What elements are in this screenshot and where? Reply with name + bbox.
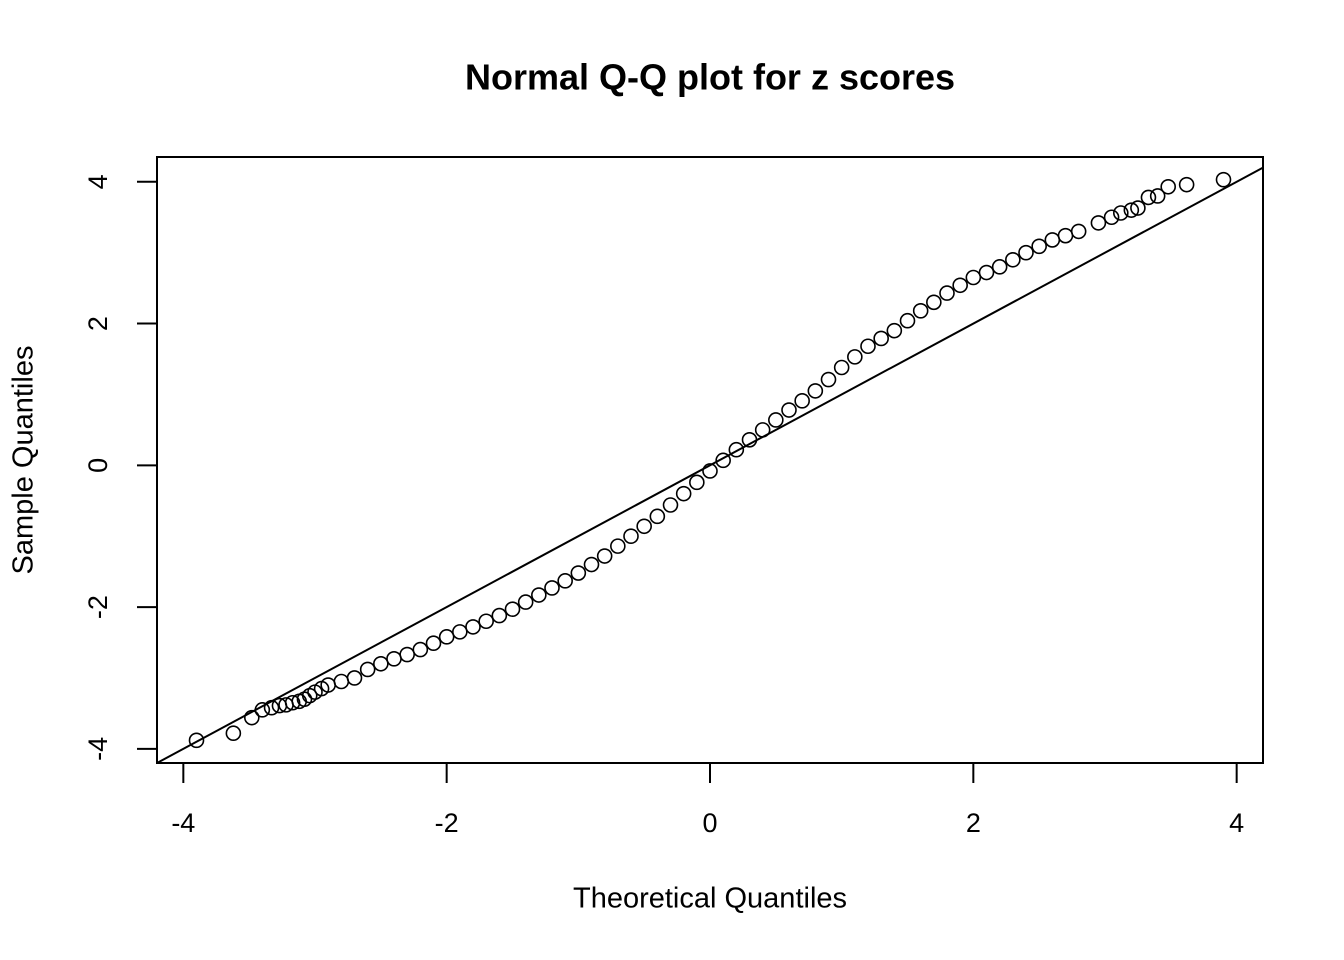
point <box>1215 171 1232 188</box>
point <box>570 565 587 581</box>
point <box>583 556 600 573</box>
point <box>899 312 916 329</box>
point <box>491 607 508 624</box>
x-tick-label: 0 <box>702 808 717 838</box>
point <box>715 452 731 469</box>
point <box>741 431 758 448</box>
point <box>728 441 745 458</box>
point <box>781 402 797 418</box>
point <box>702 463 718 479</box>
point <box>1018 244 1034 261</box>
point <box>373 655 389 672</box>
point <box>991 259 1008 275</box>
point <box>1103 209 1120 226</box>
point <box>833 359 850 376</box>
point <box>254 702 271 718</box>
point <box>1070 223 1087 240</box>
point <box>1140 189 1157 206</box>
point <box>610 538 626 554</box>
point <box>1090 215 1107 231</box>
point <box>873 330 889 347</box>
point <box>820 371 837 388</box>
point <box>412 641 429 658</box>
point <box>675 485 692 502</box>
point <box>1044 232 1061 248</box>
chart-title: Normal Q-Q plot for z scores <box>465 57 955 98</box>
point <box>689 474 705 491</box>
point <box>939 285 955 301</box>
plot-area <box>157 166 1263 763</box>
point <box>425 635 442 652</box>
point <box>912 303 929 319</box>
point <box>1005 251 1021 268</box>
point <box>1149 188 1166 204</box>
point <box>1123 202 1140 218</box>
point <box>636 518 652 535</box>
point <box>952 277 968 294</box>
point <box>188 732 205 749</box>
x-tick-label: 4 <box>1229 808 1244 838</box>
x-axis-label: Theoretical Quantiles <box>573 883 847 915</box>
point <box>978 264 995 281</box>
point <box>452 624 468 640</box>
point <box>794 393 810 409</box>
point <box>544 580 560 596</box>
y-tick-label: -4 <box>83 737 113 761</box>
point <box>478 613 494 630</box>
point <box>926 294 942 311</box>
y-axis-label: Sample Quantiles <box>8 346 40 575</box>
point <box>596 548 613 564</box>
y-tick-label: 0 <box>83 458 113 473</box>
plot-frame <box>156 156 1264 764</box>
point <box>965 269 982 286</box>
point <box>1160 178 1176 195</box>
point <box>860 338 876 355</box>
point <box>754 422 771 438</box>
point <box>1130 200 1146 216</box>
point <box>886 322 903 339</box>
point <box>1178 176 1195 193</box>
point <box>359 661 376 678</box>
point <box>504 601 521 617</box>
point <box>1057 227 1074 244</box>
point <box>531 587 547 603</box>
point <box>847 349 863 365</box>
point <box>333 673 350 690</box>
point <box>662 497 679 513</box>
point <box>768 412 784 428</box>
point <box>244 709 260 726</box>
point <box>1113 205 1129 221</box>
reference-line <box>157 166 1263 763</box>
y-tick-label: 2 <box>83 316 113 331</box>
point <box>557 573 573 589</box>
point <box>807 383 824 399</box>
point <box>438 629 455 645</box>
point <box>346 670 363 686</box>
point <box>399 646 415 663</box>
y-tick-label: 4 <box>83 174 113 189</box>
point <box>465 619 481 635</box>
point <box>225 725 242 742</box>
point <box>623 528 639 544</box>
point <box>386 651 402 667</box>
point <box>649 508 666 525</box>
x-tick-label: -2 <box>435 808 459 838</box>
x-tick-label: 2 <box>966 808 981 838</box>
point <box>284 694 301 711</box>
point <box>263 699 280 716</box>
point <box>1031 238 1047 255</box>
y-tick-label: -2 <box>83 595 113 619</box>
point <box>517 594 534 610</box>
x-tick-label: -4 <box>171 808 195 838</box>
